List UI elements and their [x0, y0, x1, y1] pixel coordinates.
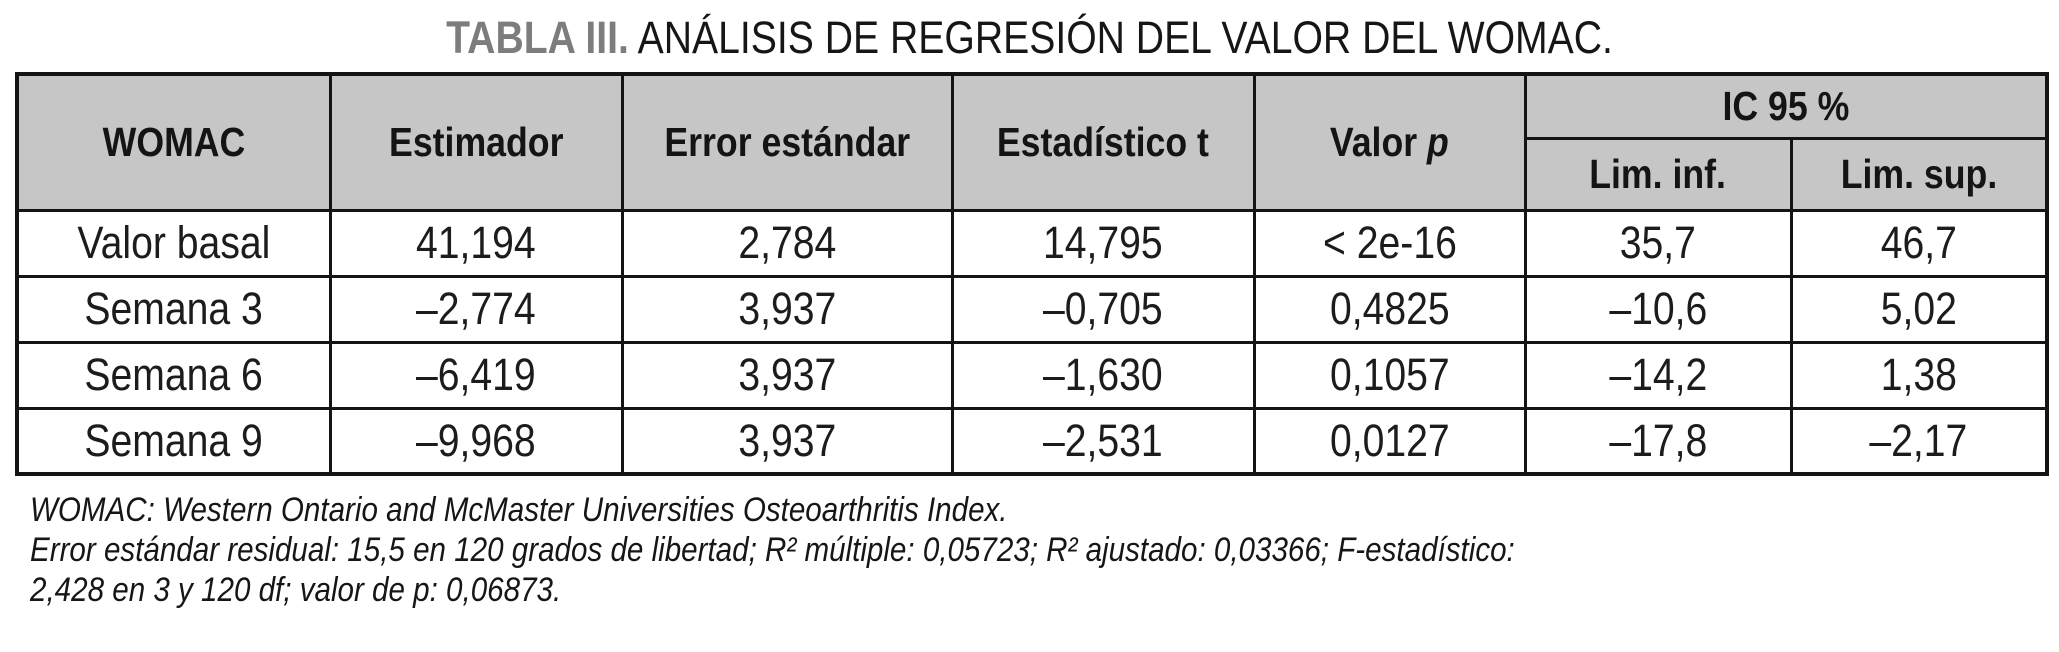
cell-valor-p: 0,4825: [1252, 274, 1527, 344]
cell-lim-inf: –17,8: [1523, 406, 1793, 476]
cell-text: IC 95 %: [1722, 82, 1850, 129]
cell-estadistico-t: –2,531: [950, 406, 1256, 476]
cell-lim-sup: 1,38: [1789, 340, 2049, 410]
footnote-line-2: Error estándar residual: 15,5 en 120 gra…: [30, 530, 2059, 570]
cell-error-estandar: 2,784: [620, 208, 954, 278]
cell-error-estandar: 3,937: [620, 406, 954, 476]
table-row-semana-3: Semana 3 –2,774 3,937 –0,705 0,4825 –10,…: [15, 274, 2049, 344]
cell-text: 3,937: [738, 349, 836, 400]
footnote-text: 2,428 en 3 y 120 df; valor de p: 0,06873…: [30, 571, 562, 609]
valor-label: Valor: [1330, 118, 1418, 165]
cell-valor-p: 0,1057: [1252, 340, 1527, 410]
cell-lim-sup: –2,17: [1789, 406, 2049, 476]
cell-lim-inf: –14,2: [1523, 340, 1793, 410]
cell-text: –6,419: [416, 349, 536, 400]
page: TABLA III. ANÁLISIS DE REGRESIÓN DEL VAL…: [0, 12, 2059, 652]
cell-text: Semana 9: [84, 414, 263, 466]
cell-text: –14,2: [1609, 349, 1707, 400]
header-row-limits: Lim. inf. Lim. sup.: [17, 136, 2049, 212]
page-title: TABLA III. ANÁLISIS DE REGRESIÓN DEL VAL…: [0, 12, 2059, 64]
cell-text: 1,38: [1880, 349, 1957, 400]
cell-error-estandar: 3,937: [620, 274, 954, 344]
cell-estimador: –2,774: [328, 274, 624, 344]
footnote-text: WOMAC: Western Ontario and McMaster Univ…: [30, 491, 1008, 529]
cell-text: 41,194: [416, 217, 536, 268]
cell-text: –2,17: [1869, 414, 1968, 466]
cell-estadistico-t: 14,795: [950, 208, 1256, 278]
cell-text: Semana 3: [84, 283, 263, 334]
header-valor-p: Valor p: [1252, 72, 1527, 212]
cell-text: Estadístico t: [996, 118, 1210, 165]
cell-text: –2,531: [1043, 414, 1163, 466]
table-row-valor-basal: Valor basal 41,194 2,784 14,795 < 2e-16 …: [15, 208, 2049, 278]
regression-table: WOMAC Estimador Error estándar Estadísti…: [15, 72, 2049, 476]
footnote-text: Error estándar residual: 15,5 en 120 gra…: [30, 531, 1515, 569]
title-text: ANÁLISIS DE REGRESIÓN DEL VALOR DEL WOMA…: [637, 12, 1613, 63]
cell-text: WOMAC: [102, 118, 246, 165]
cell-text: 3,937: [738, 283, 836, 334]
cell-text: 3,937: [738, 414, 836, 466]
header-row-top: WOMAC Estimador Error estándar Estadísti…: [15, 72, 2049, 212]
cell-text: Lim. sup.: [1840, 150, 1998, 197]
cell-estadistico-t: –1,630: [950, 340, 1256, 410]
p-symbol: p: [1427, 118, 1449, 165]
cell-text: Estimador: [388, 118, 564, 165]
cell-estadistico-t: –0,705: [950, 274, 1256, 344]
cell-text: –1,630: [1043, 349, 1163, 400]
cell-text: 14,795: [1043, 217, 1163, 268]
title-series-label: TABLA III.: [446, 12, 629, 63]
cell-womac-label: Semana 6: [15, 340, 332, 410]
cell-text: Lim. inf.: [1589, 150, 1727, 197]
footnote-line-1: WOMAC: Western Ontario and McMaster Univ…: [30, 490, 2059, 530]
header-error-estandar: Error estándar: [620, 72, 954, 212]
header-lim-inf: Lim. inf.: [1523, 136, 1793, 212]
cell-text: 0,1057: [1329, 349, 1450, 400]
cell-text: 35,7: [1619, 217, 1697, 268]
table-row-semana-9: Semana 9 –9,968 3,937 –2,531 0,0127 –17,…: [15, 406, 2049, 476]
footnote-line-3: 2,428 en 3 y 120 df; valor de p: 0,06873…: [30, 570, 2059, 610]
cell-text: –2,774: [416, 283, 536, 334]
footnotes: WOMAC: Western Ontario and McMaster Univ…: [30, 490, 2059, 610]
cell-text: Valor basal: [77, 217, 271, 268]
cell-lim-sup: 46,7: [1789, 208, 2049, 278]
cell-valor-p: < 2e-16: [1252, 208, 1527, 278]
cell-text: –0,705: [1043, 283, 1163, 334]
cell-estimador: 41,194: [328, 208, 624, 278]
cell-text: Semana 6: [84, 349, 263, 400]
cell-lim-sup: 5,02: [1789, 274, 2049, 344]
cell-text: Error estándar: [664, 118, 910, 165]
header-estimador: Estimador: [328, 72, 624, 212]
cell-estimador: –9,968: [328, 406, 624, 476]
cell-lim-inf: 35,7: [1523, 208, 1793, 278]
cell-womac-label: Valor basal: [15, 208, 332, 278]
cell-text: –9,968: [416, 414, 536, 466]
cell-text: 5,02: [1880, 283, 1957, 334]
cell-text: –17,8: [1609, 414, 1707, 466]
cell-estimador: –6,419: [328, 340, 624, 410]
cell-lim-inf: –10,6: [1523, 274, 1793, 344]
cell-womac-label: Semana 9: [15, 406, 332, 476]
cell-text: 2,784: [738, 217, 836, 268]
cell-text: < 2e-16: [1322, 217, 1457, 268]
cell-text: Valor p: [1330, 119, 1449, 166]
cell-text: 46,7: [1880, 217, 1957, 268]
header-ic95: IC 95 %: [1523, 72, 2049, 140]
cell-text: 0,4825: [1329, 283, 1450, 334]
cell-womac-label: Semana 3: [15, 274, 332, 344]
cell-error-estandar: 3,937: [620, 340, 954, 410]
cell-text: 0,0127: [1329, 414, 1450, 466]
table-row-semana-6: Semana 6 –6,419 3,937 –1,630 0,1057 –14,…: [15, 340, 2049, 410]
cell-valor-p: 0,0127: [1252, 406, 1527, 476]
cell-text: –10,6: [1609, 283, 1707, 334]
header-womac: WOMAC: [15, 72, 332, 212]
header-lim-sup: Lim. sup.: [1789, 136, 2049, 212]
header-estadistico-t: Estadístico t: [950, 72, 1256, 212]
